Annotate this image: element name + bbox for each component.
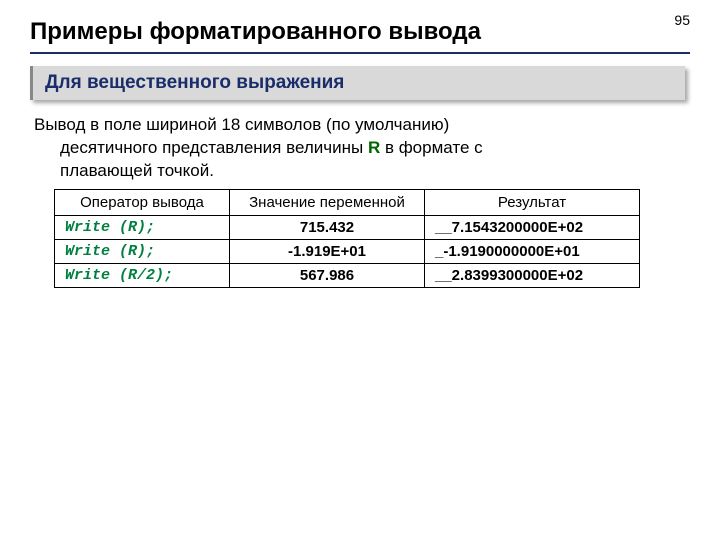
subtitle-box: Для вещественного выражения — [30, 66, 685, 100]
cell-operator: Write (R); — [55, 239, 230, 263]
desc-line3: плавающей точкой. — [34, 160, 690, 183]
col-header-operator: Оператор вывода — [55, 189, 230, 215]
table-row: Write (R); 715.432 __7.1543200000E+02 — [55, 215, 640, 239]
cell-result: _-1.9190000000E+01 — [425, 239, 640, 263]
cell-value: -1.919E+01 — [230, 239, 425, 263]
table-header-row: Оператор вывода Значение переменной Резу… — [55, 189, 640, 215]
col-header-result: Результат — [425, 189, 640, 215]
output-examples-table: Оператор вывода Значение переменной Резу… — [54, 189, 640, 288]
desc-line2b: в формате с — [380, 138, 482, 157]
desc-line1: Вывод в поле шириной 18 символов (по умо… — [34, 115, 449, 134]
desc-line2a: десятичного представления величины — [60, 138, 368, 157]
cell-operator: Write (R/2); — [55, 263, 230, 287]
col-header-value: Значение переменной — [230, 189, 425, 215]
page-title: Примеры форматированного вывода — [30, 18, 690, 46]
cell-value: 715.432 — [230, 215, 425, 239]
cell-result: __7.1543200000E+02 — [425, 215, 640, 239]
cell-operator: Write (R); — [55, 215, 230, 239]
cell-value: 567.986 — [230, 263, 425, 287]
cell-result: __2.8399300000E+02 — [425, 263, 640, 287]
r-variable-highlight: R — [368, 138, 380, 157]
table-row: Write (R/2); 567.986 __2.8399300000E+02 — [55, 263, 640, 287]
table-row: Write (R); -1.919E+01 _-1.9190000000E+01 — [55, 239, 640, 263]
page-number: 95 — [674, 12, 690, 28]
title-underline — [30, 52, 690, 54]
description-text: Вывод в поле шириной 18 символов (по умо… — [30, 114, 690, 183]
